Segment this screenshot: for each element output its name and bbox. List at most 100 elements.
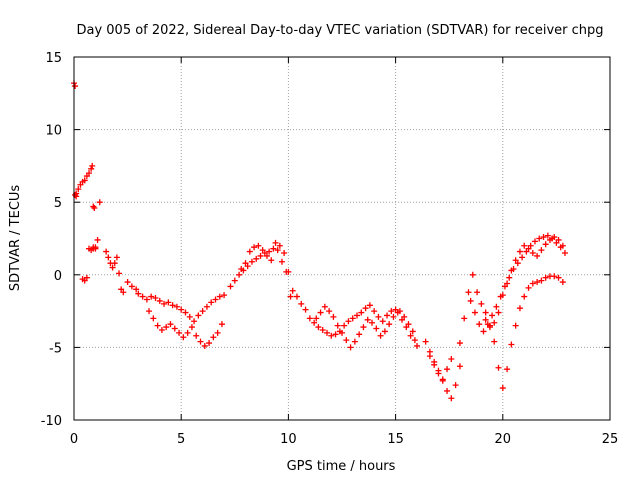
data-point — [94, 236, 101, 243]
data-point — [266, 248, 273, 255]
data-point — [538, 277, 545, 284]
data-point — [407, 332, 414, 339]
data-point — [354, 312, 361, 319]
data-point — [293, 293, 300, 300]
data-point — [313, 315, 320, 322]
data-point — [180, 334, 187, 341]
data-point — [561, 250, 568, 257]
data-point — [289, 287, 296, 294]
data-point — [478, 300, 485, 307]
data-point — [448, 395, 455, 402]
data-point — [465, 289, 472, 296]
data-point — [349, 315, 356, 322]
data-point — [248, 258, 255, 265]
data-point — [411, 337, 418, 344]
data-point — [531, 238, 538, 245]
data-point — [356, 331, 363, 338]
x-tick-label: 20 — [495, 432, 512, 447]
data-point — [81, 177, 88, 184]
chart-title: Day 005 of 2022, Sidereal Day-to-day VTE… — [76, 23, 603, 38]
data-point — [148, 293, 155, 300]
data-point — [439, 376, 446, 383]
data-point — [272, 239, 279, 246]
data-point — [480, 328, 487, 335]
data-point — [540, 234, 547, 241]
data-point — [546, 236, 553, 243]
data-point — [521, 242, 528, 249]
data-point — [231, 277, 238, 284]
data-point — [306, 315, 313, 322]
data-point — [534, 252, 541, 259]
data-point — [139, 293, 146, 300]
data-point — [221, 292, 228, 299]
data-point — [96, 199, 103, 206]
data-point — [154, 322, 161, 329]
data-point — [206, 340, 213, 347]
data-point — [461, 315, 468, 322]
data-point — [516, 248, 523, 255]
data-point — [208, 299, 215, 306]
data-point — [199, 308, 206, 315]
data-point — [133, 286, 140, 293]
data-point — [339, 329, 345, 336]
x-tick-label: 5 — [177, 432, 185, 447]
data-point — [373, 325, 380, 332]
data-point — [270, 245, 277, 252]
plot-frame — [73, 56, 611, 421]
data-point — [474, 289, 481, 296]
data-point — [169, 302, 176, 309]
data-point — [285, 268, 292, 275]
data-point — [105, 254, 112, 261]
data-point — [544, 232, 551, 239]
data-point — [276, 242, 283, 249]
data-point — [362, 305, 369, 312]
data-point — [251, 244, 258, 251]
data-point — [491, 338, 498, 345]
data-point — [246, 248, 253, 255]
data-point — [227, 283, 234, 290]
data-point — [377, 332, 384, 339]
data-point — [163, 324, 170, 331]
data-point — [394, 309, 401, 316]
tick-labels: 0 5 10 15 20 25 -10 -5 0 5 10 15 — [41, 51, 619, 447]
data-point — [328, 332, 335, 339]
data-point — [386, 321, 393, 328]
data-point — [116, 270, 123, 277]
data-point — [444, 366, 451, 373]
y-tick-label: -10 — [41, 414, 62, 429]
x-tick-label: 15 — [387, 432, 404, 447]
data-point — [467, 297, 474, 304]
data-point — [542, 241, 549, 248]
data-point — [444, 387, 451, 394]
data-point — [495, 364, 502, 371]
data-point — [381, 328, 388, 335]
data-point — [551, 234, 558, 241]
data-point — [75, 186, 82, 193]
data-point — [182, 309, 189, 316]
data-point — [351, 338, 358, 345]
data-point — [508, 267, 515, 274]
data-point — [152, 295, 159, 302]
data-point — [216, 293, 223, 300]
y-tick-label: 0 — [54, 269, 62, 284]
data-point — [534, 279, 541, 286]
data-point — [124, 279, 131, 286]
data-point — [86, 170, 93, 177]
data-point — [158, 326, 165, 333]
x-tick-label: 25 — [602, 432, 619, 447]
data-point — [542, 274, 549, 281]
data-point — [559, 279, 566, 286]
data-point — [529, 280, 536, 287]
data-point — [274, 247, 281, 254]
data-point — [72, 83, 79, 90]
data-point — [176, 329, 183, 336]
data-point — [448, 356, 455, 363]
data-point — [504, 280, 511, 287]
data-point — [482, 309, 489, 316]
data-point — [143, 296, 150, 303]
data-point — [173, 303, 180, 310]
data-point — [165, 299, 172, 306]
data-point — [555, 274, 562, 281]
data-point — [146, 308, 153, 315]
